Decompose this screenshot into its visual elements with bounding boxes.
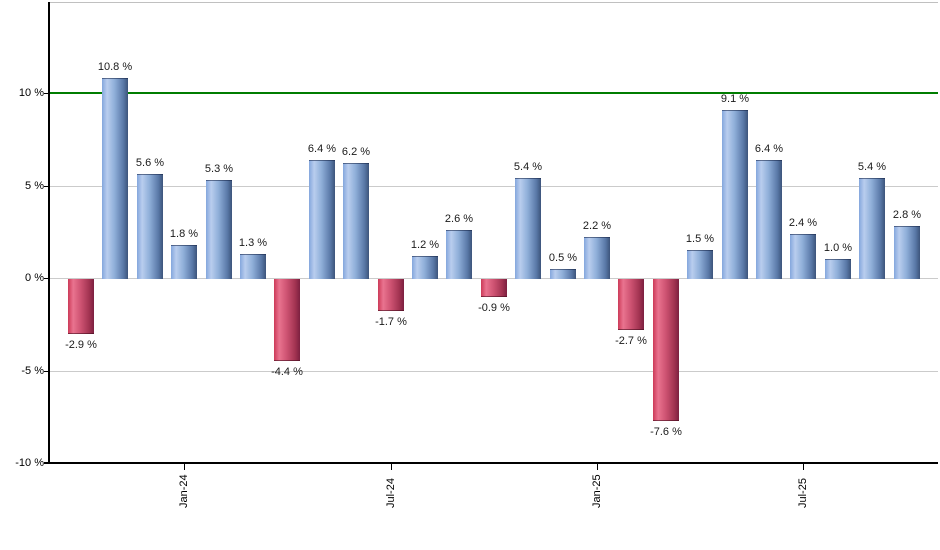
bar [68, 279, 94, 334]
y-tick-label: -10 % [15, 457, 44, 469]
y-tick-label: -5 % [21, 365, 44, 377]
bar-value-label: 1.8 % [169, 228, 199, 240]
bar [446, 230, 472, 279]
bar [687, 250, 713, 279]
bar-value-label: 5.4 % [513, 161, 543, 173]
bar-value-label: 2.6 % [444, 213, 474, 225]
bar-value-label: 9.1 % [720, 93, 750, 105]
y-axis-tick [44, 278, 49, 279]
bar-value-label: 10.8 % [97, 61, 133, 73]
gridline [50, 186, 938, 187]
bar-value-label: -1.7 % [375, 316, 407, 328]
bar-value-label: 0.5 % [548, 252, 578, 264]
x-tick-label: Jan-24 [178, 474, 190, 508]
y-axis-tick [44, 186, 49, 187]
bar-value-label: 5.6 % [135, 157, 165, 169]
x-axis-tick [391, 464, 392, 470]
bar [550, 269, 576, 279]
bar [515, 178, 541, 279]
bar-value-label: 6.4 % [754, 143, 784, 155]
bar-value-label: 1.5 % [685, 233, 715, 245]
bar [859, 178, 885, 279]
bar-value-label: 1.3 % [238, 237, 268, 249]
bar [653, 279, 679, 421]
bar [756, 160, 782, 279]
plot-top-border [49, 2, 938, 3]
bar-value-label: 2.4 % [788, 217, 818, 229]
x-tick-label: Jan-25 [591, 474, 603, 508]
bar [274, 279, 300, 361]
x-tick-label: Jul-24 [385, 478, 397, 508]
bar-value-label: 6.4 % [307, 143, 337, 155]
bar [894, 226, 920, 279]
bar-value-label: -0.9 % [478, 302, 510, 314]
bar [412, 256, 438, 279]
bar [618, 279, 644, 330]
gridline [50, 371, 938, 372]
gridline [50, 278, 938, 279]
bar-value-label: 1.0 % [823, 242, 853, 254]
bar [825, 259, 851, 279]
x-axis-tick [597, 464, 598, 470]
bar [102, 78, 128, 279]
bar [378, 279, 404, 311]
bar-value-label: 2.2 % [582, 220, 612, 232]
bar [790, 234, 816, 279]
y-tick-label: 10 % [18, 87, 44, 99]
bar [481, 279, 507, 297]
bar-value-label: -2.7 % [615, 335, 647, 347]
bar [584, 237, 610, 279]
bar-value-label: -4.4 % [271, 366, 303, 378]
bar [722, 110, 748, 279]
y-axis-tick [44, 371, 49, 372]
bar-value-label: 5.4 % [857, 161, 887, 173]
bar [137, 174, 163, 279]
bar [206, 180, 232, 279]
x-axis [44, 462, 938, 464]
bar [171, 245, 197, 279]
y-tick-label: 5 % [25, 180, 44, 192]
bar [309, 160, 335, 279]
bar-value-label: -2.9 % [65, 339, 97, 351]
y-tick-label: 0 % [25, 272, 44, 284]
y-axis-tick [44, 93, 49, 94]
bar-value-label: 1.2 % [410, 239, 440, 251]
bar-value-label: 5.3 % [204, 163, 234, 175]
bar-value-label: 2.8 % [892, 209, 922, 221]
y-axis [48, 2, 50, 464]
bar-value-label: -7.6 % [650, 426, 682, 438]
bar [240, 254, 266, 279]
y-axis-tick [44, 463, 49, 464]
reference-line [50, 92, 938, 94]
x-axis-tick [184, 464, 185, 470]
x-axis-tick [803, 464, 804, 470]
bar [343, 163, 369, 279]
x-tick-label: Jul-25 [797, 478, 809, 508]
bar-value-label: 6.2 % [341, 146, 371, 158]
